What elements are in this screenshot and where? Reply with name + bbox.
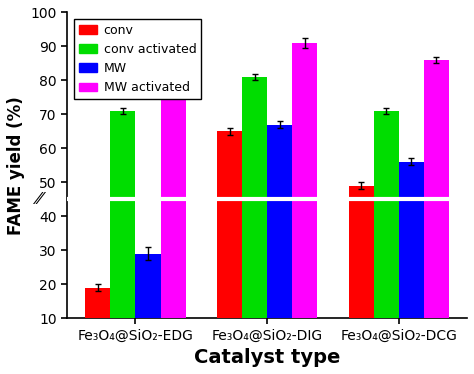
Bar [242, 77, 267, 318]
Bar [267, 125, 292, 318]
Bar [374, 111, 399, 318]
Bar [161, 67, 185, 318]
Legend: conv, conv activated, MW, MW activated: conv, conv activated, MW, MW activated [73, 19, 201, 99]
Bar [399, 162, 424, 318]
Bar [349, 186, 374, 318]
X-axis label: Catalyst type: Catalyst type [194, 348, 340, 367]
Bar [424, 60, 449, 318]
Text: ⁄⁄: ⁄⁄ [37, 192, 42, 207]
Bar [85, 288, 110, 318]
Bar [110, 111, 136, 318]
Bar [136, 254, 161, 318]
Bar [292, 43, 317, 318]
Bar [217, 131, 242, 318]
Y-axis label: FAME yield (%): FAME yield (%) [7, 96, 25, 234]
